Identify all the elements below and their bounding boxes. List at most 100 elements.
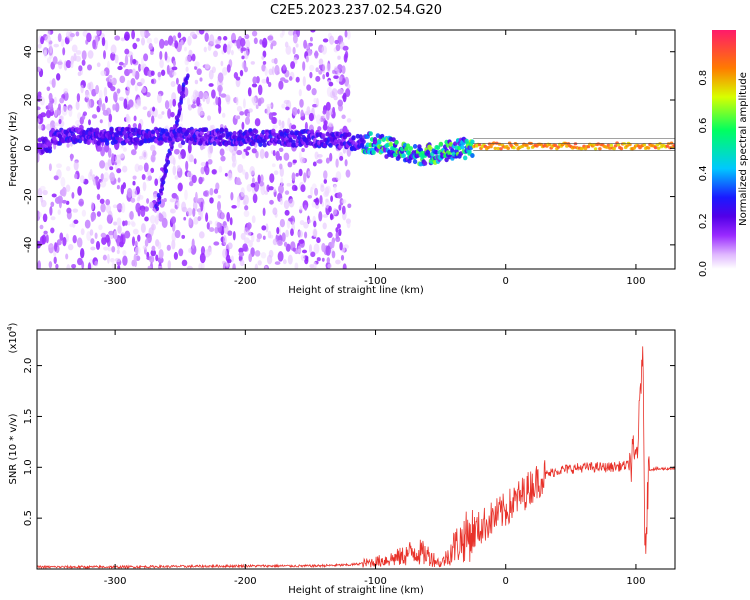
spectrogram-cell [172, 71, 177, 76]
spectrogram-cell [230, 191, 234, 201]
spectrogram-cell [186, 73, 190, 79]
spectrogram-cell [178, 153, 182, 160]
spectrogram-cell [329, 152, 333, 162]
spectrogram-cell [196, 68, 202, 76]
spectrogram-cell [334, 39, 339, 45]
spectrogram-cell [273, 187, 277, 193]
spectrogram-cell [285, 128, 290, 134]
spectrogram-cell [287, 161, 293, 168]
spectrogram-cell [493, 146, 498, 150]
spectrogram-cell [112, 204, 118, 209]
spectrogram-cell [57, 33, 62, 43]
spectrogram-cell [135, 255, 141, 262]
spectrogram-cell [157, 113, 163, 120]
spectrogram-cell [336, 192, 343, 199]
spectrogram-cell [128, 99, 134, 108]
spectrogram-cell [96, 145, 103, 152]
spectrogram-cell [309, 64, 315, 72]
y-tick-label: 1.0 [23, 459, 34, 475]
spectrogram-cell [642, 143, 647, 147]
spectrogram-cell [77, 186, 82, 196]
spectrogram-cell [136, 37, 140, 42]
x-tick-label: -100 [364, 576, 387, 587]
spectrogram-cell [75, 50, 82, 55]
spectrogram-cell [486, 145, 491, 150]
spectrogram-cell [155, 254, 159, 262]
spectrogram-cell [116, 249, 120, 255]
spectrogram-cell [108, 230, 115, 240]
spectrogram-cell [272, 149, 276, 157]
spectrogram-cell [412, 144, 418, 149]
spectrogram-cell [222, 235, 227, 246]
spectrogram-cell [307, 49, 313, 56]
snr-ticks: -300 -200 -100 0 100 0.5 1.0 1.5 2.0 [23, 330, 675, 587]
spectrogram-cell [65, 60, 72, 69]
spectrogram-cell [109, 127, 114, 133]
spectrogram-cell [331, 88, 338, 97]
spectrogram-cell [129, 210, 134, 220]
spectrogram-cell [138, 164, 143, 171]
spectrogram-cell [40, 36, 45, 45]
spectrogram-cell [222, 66, 228, 76]
spectrogram-cell [113, 91, 118, 102]
spectrogram-cell [41, 234, 47, 245]
spectrogram-cell [205, 212, 209, 222]
spectrogram-cell [313, 229, 318, 238]
spectrogram-cell [242, 169, 246, 175]
snr-x-axis-label: Height of straight line (km) [288, 585, 424, 596]
spectrogram-cell [124, 230, 131, 239]
spectrogram-cell [276, 227, 280, 235]
spectrogram-cell [281, 103, 286, 109]
spectrogram-cell [100, 173, 105, 181]
spectrogram-cell [333, 95, 338, 101]
spectrogram-cell [111, 153, 115, 164]
spectrogram-x-axis-label: Height of straight line (km) [288, 285, 424, 296]
spectrogram-cell [69, 32, 75, 38]
spectrogram-cell [313, 220, 317, 228]
spectrogram-cell [238, 247, 244, 254]
spectrogram-cell [290, 61, 296, 70]
spectrogram-cell [99, 198, 105, 204]
spectrogram-cell [116, 185, 120, 190]
spectrogram-cell [65, 184, 71, 192]
spectrogram-cell [323, 170, 328, 180]
spectrogram-cell [174, 175, 179, 180]
spectrogram-cell [453, 141, 458, 147]
spectrogram-cell [126, 187, 133, 198]
spectrogram-cell [249, 166, 255, 176]
y-tick-label: 0.5 [23, 510, 34, 526]
spectrogram-cell [242, 98, 246, 109]
spectrogram-cell [281, 120, 285, 129]
spectrogram-cell [265, 223, 269, 233]
spectrogram-cell [122, 182, 127, 190]
spectrogram-cell [477, 143, 482, 147]
spectrogram-cell [130, 78, 136, 86]
spectrogram-cell [335, 231, 340, 239]
spectrogram-cell [60, 176, 66, 187]
spectrogram-cell [141, 174, 146, 180]
spectrogram-cell [136, 196, 141, 202]
colorbar-tick-label: 0.6 [698, 118, 709, 134]
spectrogram-cell [131, 188, 138, 198]
spectrogram-cell [325, 157, 330, 164]
spectrogram-cell [87, 98, 92, 109]
spectrogram-cell [75, 31, 80, 37]
spectrogram-cell [245, 39, 251, 50]
spectrogram-cell [309, 129, 315, 135]
spectrogram-cell [253, 129, 259, 135]
spectrogram-cell [167, 260, 172, 269]
spectrogram-cell [154, 215, 159, 225]
spectrogram-cell [169, 155, 175, 164]
spectrogram-cell [208, 83, 214, 87]
spectrogram-cell [236, 105, 243, 112]
spectrogram-cell [105, 198, 111, 206]
spectrogram-cell [656, 146, 661, 150]
spectrogram-cell [592, 143, 596, 147]
spectrogram-cell [117, 65, 123, 71]
spectrogram-cell [213, 188, 219, 194]
spectrogram-cell [251, 233, 255, 243]
spectrogram-cell [214, 226, 219, 234]
spectrogram-cell [221, 112, 226, 118]
spectrogram-cell [547, 143, 552, 147]
spectrogram-cell [277, 251, 284, 262]
